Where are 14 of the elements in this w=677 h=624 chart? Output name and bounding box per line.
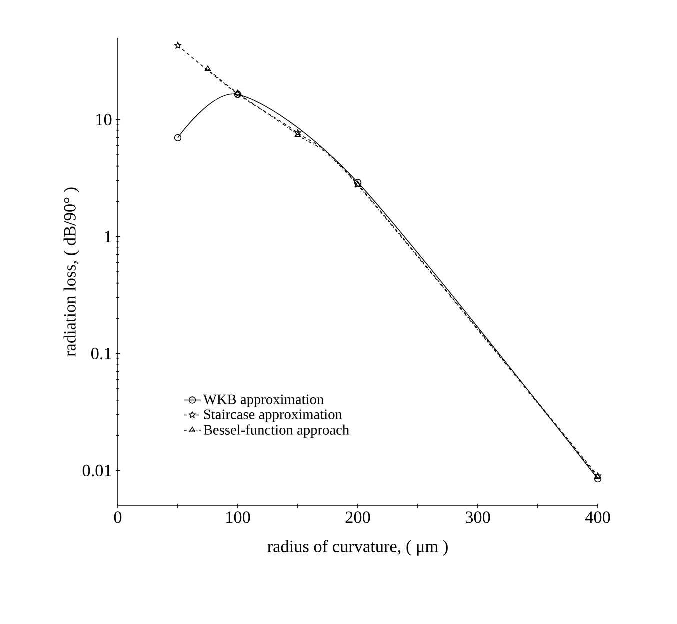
y-tick-label: 0.01 (82, 464, 112, 477)
legend-label: Bessel-function approach (204, 424, 350, 438)
x-tick-label: 0 (114, 512, 122, 524)
x-tick-label: 300 (466, 512, 490, 524)
x-tick-label: 100 (226, 512, 250, 524)
legend-label: WKB approximation (203, 394, 324, 408)
y-axis-title: radiation loss, ( dB/90° ) (64, 188, 80, 357)
y-tick-label: 1 (105, 231, 112, 242)
x-axis-title: radius of curvature, ( μm ) (268, 540, 448, 556)
legend-label: Staircase approximation (204, 410, 342, 422)
y-tick-label: 0.1 (91, 348, 112, 360)
x-tick-label: 200 (346, 512, 370, 524)
x-tick-label: 400 (585, 512, 610, 524)
y-tick-label: 10 (96, 114, 112, 126)
